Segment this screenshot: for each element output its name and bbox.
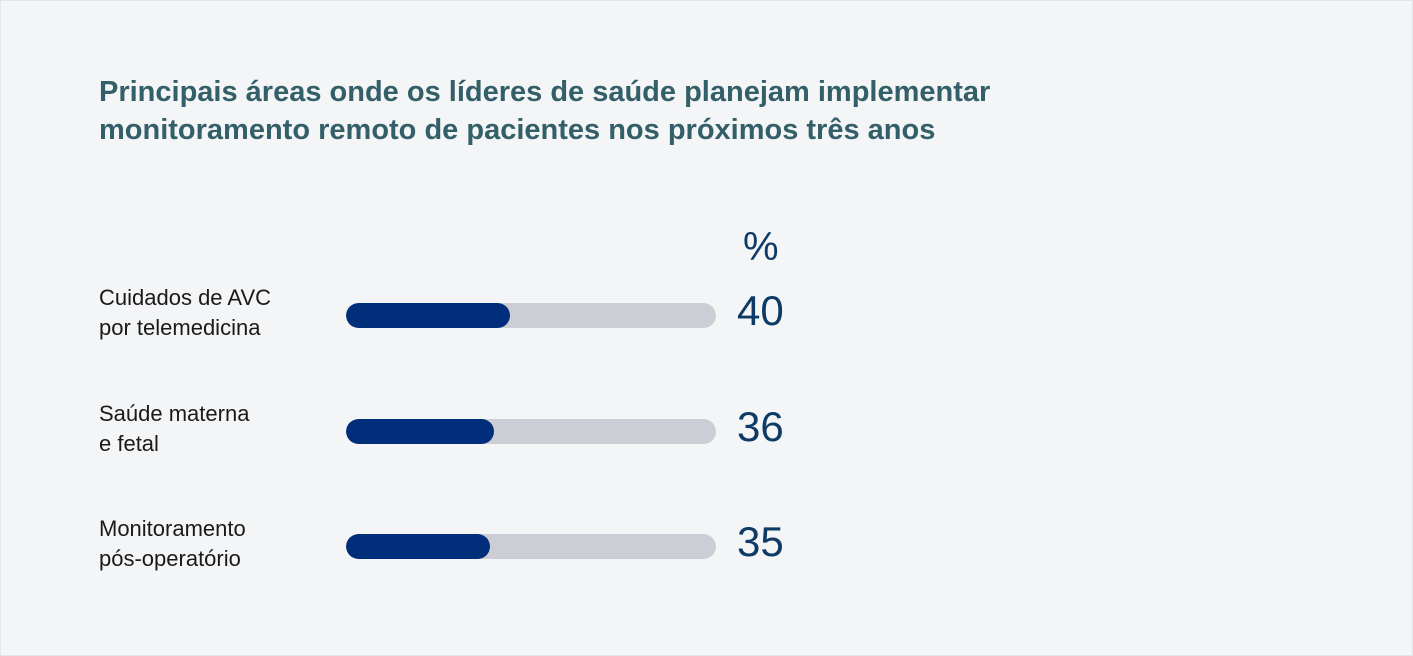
bar bbox=[346, 534, 490, 559]
bar-track bbox=[346, 303, 716, 328]
chart-title: Principais áreas onde os líderes de saúd… bbox=[99, 76, 991, 146]
value-label: 40 bbox=[737, 287, 784, 334]
category-label: Cuidados de AVC por telemedicina bbox=[99, 285, 272, 340]
bar bbox=[346, 303, 511, 328]
unit-label: % bbox=[743, 225, 779, 269]
category-label: Monitoramento pós-operatório bbox=[99, 516, 246, 571]
bar bbox=[346, 419, 494, 444]
bar-track bbox=[346, 534, 716, 559]
value-label: 36 bbox=[737, 403, 784, 450]
bar-track bbox=[346, 419, 716, 444]
value-label: 35 bbox=[737, 518, 784, 565]
category-label: Saúde materna e fetal bbox=[99, 401, 250, 456]
